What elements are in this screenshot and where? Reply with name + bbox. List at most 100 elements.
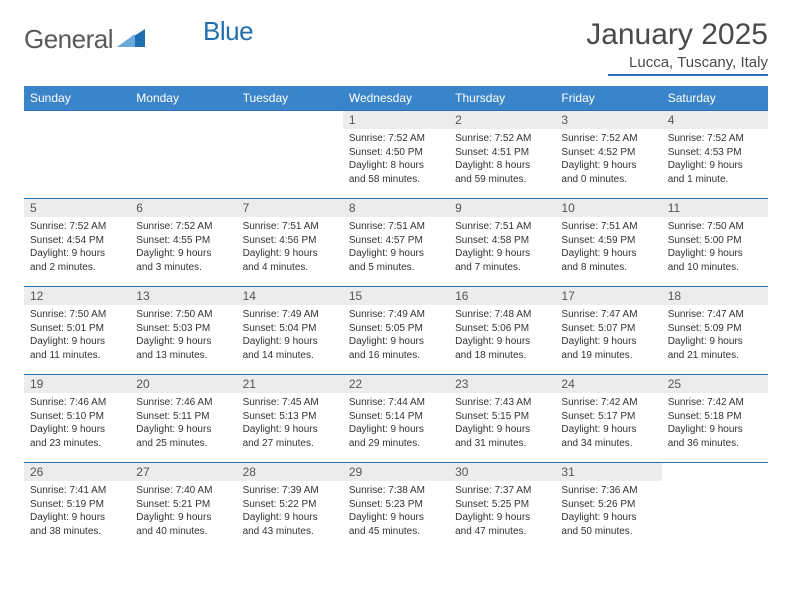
sunset-text: Sunset: 5:17 PM bbox=[561, 410, 655, 424]
daylight-text: Daylight: 9 hours and 27 minutes. bbox=[243, 423, 337, 450]
daylight-text: Daylight: 9 hours and 2 minutes. bbox=[30, 247, 124, 274]
day-number: 14 bbox=[237, 287, 343, 305]
day-number: 9 bbox=[449, 199, 555, 217]
calendar-cell: 22Sunrise: 7:44 AMSunset: 5:14 PMDayligh… bbox=[343, 375, 449, 463]
daylight-text: Daylight: 9 hours and 31 minutes. bbox=[455, 423, 549, 450]
day-number: 25 bbox=[662, 375, 768, 393]
day-number: 12 bbox=[24, 287, 130, 305]
day-details: Sunrise: 7:48 AMSunset: 5:06 PMDaylight:… bbox=[449, 305, 555, 364]
calendar-cell: 14 Sunrise: 7:49 AMSunset: 5:04 PMDayligh… bbox=[237, 287, 343, 375]
day-details: Sunrise: 7:45 AMSunset: 5:13 PMDaylight:… bbox=[237, 393, 343, 452]
logo-text-general: General bbox=[24, 24, 113, 55]
weekday-header: Tuesday bbox=[237, 86, 343, 111]
day-details: Sunrise: 7:52 AMSunset: 4:50 PMDaylight:… bbox=[343, 129, 449, 188]
sunrise-text: Sunrise: 7:51 AM bbox=[243, 220, 337, 234]
day-number: 4 bbox=[662, 111, 768, 129]
calendar-cell: 13Sunrise: 7:50 AMSunset: 5:03 PMDayligh… bbox=[130, 287, 236, 375]
day-details: Sunrise: 7:37 AMSunset: 5:25 PMDaylight:… bbox=[449, 481, 555, 540]
calendar-cell: 31Sunrise: 7:36 AMSunset: 5:26 PMDayligh… bbox=[555, 463, 661, 551]
daylight-text: Daylight: 9 hours and 5 minutes. bbox=[349, 247, 443, 274]
calendar-cell: 19Sunrise: 7:46 AMSunset: 5:10 PMDayligh… bbox=[24, 375, 130, 463]
day-details: Sunrise: 7:51 AMSunset: 4:58 PMDaylight:… bbox=[449, 217, 555, 276]
sunrise-text: Sunrise: 7:45 AM bbox=[243, 396, 337, 410]
sunset-text: Sunset: 5:07 PM bbox=[561, 322, 655, 336]
sunset-text: Sunset: 4:50 PM bbox=[349, 146, 443, 160]
day-number bbox=[24, 111, 130, 115]
day-number bbox=[130, 111, 236, 115]
daylight-text: Daylight: 9 hours and 21 minutes. bbox=[668, 335, 762, 362]
day-number: 3 bbox=[555, 111, 661, 129]
calendar-cell: 21Sunrise: 7:45 AMSunset: 5:13 PMDayligh… bbox=[237, 375, 343, 463]
calendar-cell: 20Sunrise: 7:46 AMSunset: 5:11 PMDayligh… bbox=[130, 375, 236, 463]
day-number: 10 bbox=[555, 199, 661, 217]
day-number: 30 bbox=[449, 463, 555, 481]
sunset-text: Sunset: 5:14 PM bbox=[349, 410, 443, 424]
calendar-table: Sunday Monday Tuesday Wednesday Thursday… bbox=[24, 86, 768, 551]
calendar-cell: 2Sunrise: 7:52 AMSunset: 4:51 PMDaylight… bbox=[449, 111, 555, 199]
sunset-text: Sunset: 5:06 PM bbox=[455, 322, 549, 336]
sunset-text: Sunset: 5:04 PM bbox=[243, 322, 337, 336]
sunset-text: Sunset: 5:25 PM bbox=[455, 498, 549, 512]
sunrise-text: Sunrise: 7:40 AM bbox=[136, 484, 230, 498]
day-number bbox=[662, 463, 768, 467]
day-number: 16 bbox=[449, 287, 555, 305]
daylight-text: Daylight: 9 hours and 43 minutes. bbox=[243, 511, 337, 538]
calendar-cell: 10Sunrise: 7:51 AMSunset: 4:59 PMDayligh… bbox=[555, 199, 661, 287]
day-details: Sunrise: 7:42 AMSunset: 5:17 PMDaylight:… bbox=[555, 393, 661, 452]
daylight-text: Daylight: 9 hours and 0 minutes. bbox=[561, 159, 655, 186]
day-number bbox=[237, 111, 343, 115]
daylight-text: Daylight: 9 hours and 13 minutes. bbox=[136, 335, 230, 362]
daylight-text: Daylight: 9 hours and 40 minutes. bbox=[136, 511, 230, 538]
calendar-cell: 4Sunrise: 7:52 AMSunset: 4:53 PMDaylight… bbox=[662, 111, 768, 199]
calendar-row: 19Sunrise: 7:46 AMSunset: 5:10 PMDayligh… bbox=[24, 375, 768, 463]
sunrise-text: Sunrise: 7:48 AM bbox=[455, 308, 549, 322]
day-number: 8 bbox=[343, 199, 449, 217]
sunrise-text: Sunrise: 7:52 AM bbox=[561, 132, 655, 146]
sunrise-text: Sunrise: 7:36 AM bbox=[561, 484, 655, 498]
calendar-cell bbox=[24, 111, 130, 199]
sunrise-text: Sunrise: 7:43 AM bbox=[455, 396, 549, 410]
calendar-cell: 27Sunrise: 7:40 AMSunset: 5:21 PMDayligh… bbox=[130, 463, 236, 551]
weekday-header: Friday bbox=[555, 86, 661, 111]
sunrise-text: Sunrise: 7:52 AM bbox=[30, 220, 124, 234]
sunset-text: Sunset: 4:55 PM bbox=[136, 234, 230, 248]
daylight-text: Daylight: 9 hours and 16 minutes. bbox=[349, 335, 443, 362]
day-details: Sunrise: 7:46 AMSunset: 5:11 PMDaylight:… bbox=[130, 393, 236, 452]
sunrise-text: Sunrise: 7:46 AM bbox=[136, 396, 230, 410]
day-number: 21 bbox=[237, 375, 343, 393]
sunset-text: Sunset: 4:51 PM bbox=[455, 146, 549, 160]
calendar-cell: 6Sunrise: 7:52 AMSunset: 4:55 PMDaylight… bbox=[130, 199, 236, 287]
daylight-text: Daylight: 9 hours and 25 minutes. bbox=[136, 423, 230, 450]
calendar-cell: 15Sunrise: 7:49 AMSunset: 5:05 PMDayligh… bbox=[343, 287, 449, 375]
sunset-text: Sunset: 5:22 PM bbox=[243, 498, 337, 512]
daylight-text: Daylight: 9 hours and 14 minutes. bbox=[243, 335, 337, 362]
day-number: 1 bbox=[343, 111, 449, 129]
sunrise-text: Sunrise: 7:42 AM bbox=[668, 396, 762, 410]
calendar-row: 1Sunrise: 7:52 AMSunset: 4:50 PMDaylight… bbox=[24, 111, 768, 199]
sunrise-text: Sunrise: 7:52 AM bbox=[668, 132, 762, 146]
day-number: 22 bbox=[343, 375, 449, 393]
day-details: Sunrise: 7:52 AMSunset: 4:55 PMDaylight:… bbox=[130, 217, 236, 276]
day-details: Sunrise: 7:51 AMSunset: 4:59 PMDaylight:… bbox=[555, 217, 661, 276]
calendar-cell: 24Sunrise: 7:42 AMSunset: 5:17 PMDayligh… bbox=[555, 375, 661, 463]
sunset-text: Sunset: 4:57 PM bbox=[349, 234, 443, 248]
day-number: 20 bbox=[130, 375, 236, 393]
day-details: Sunrise: 7:47 AMSunset: 5:07 PMDaylight:… bbox=[555, 305, 661, 364]
daylight-text: Daylight: 9 hours and 4 minutes. bbox=[243, 247, 337, 274]
day-number: 24 bbox=[555, 375, 661, 393]
sunrise-text: Sunrise: 7:49 AM bbox=[243, 308, 337, 322]
daylight-text: Daylight: 9 hours and 7 minutes. bbox=[455, 247, 549, 274]
logo: General Blue bbox=[24, 24, 253, 55]
month-title: January 2025 bbox=[586, 18, 768, 52]
sunrise-text: Sunrise: 7:47 AM bbox=[668, 308, 762, 322]
sunrise-text: Sunrise: 7:41 AM bbox=[30, 484, 124, 498]
day-number: 29 bbox=[343, 463, 449, 481]
sunrise-text: Sunrise: 7:51 AM bbox=[455, 220, 549, 234]
sunset-text: Sunset: 5:23 PM bbox=[349, 498, 443, 512]
daylight-text: Daylight: 9 hours and 3 minutes. bbox=[136, 247, 230, 274]
sunset-text: Sunset: 5:13 PM bbox=[243, 410, 337, 424]
calendar-row: 5Sunrise: 7:52 AMSunset: 4:54 PMDaylight… bbox=[24, 199, 768, 287]
daylight-text: Daylight: 9 hours and 1 minute. bbox=[668, 159, 762, 186]
day-details: Sunrise: 7:51 AMSunset: 4:56 PMDaylight:… bbox=[237, 217, 343, 276]
calendar-cell: 12Sunrise: 7:50 AMSunset: 5:01 PMDayligh… bbox=[24, 287, 130, 375]
